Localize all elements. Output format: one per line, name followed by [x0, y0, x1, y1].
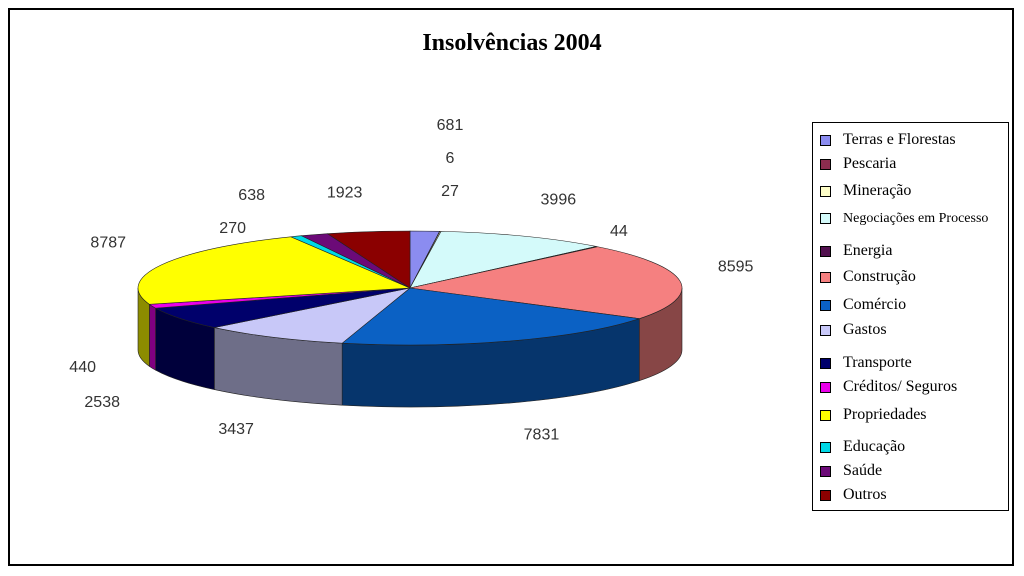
value-label-propriedades: 8787 — [90, 235, 126, 252]
legend-swatch — [820, 158, 831, 170]
legend-label: Construção — [843, 268, 916, 285]
legend-swatch — [820, 357, 831, 369]
pie-slice-propriedades — [137, 236, 411, 305]
legend-item-outros: Outros — [820, 484, 887, 506]
value-label-negocia-es-em-processo: 3996 — [541, 191, 577, 208]
value-label-cr-ditos-seguros: 440 — [69, 359, 96, 376]
value-label-sa-de: 638 — [238, 187, 265, 204]
pie-side-cr-ditos-seguros — [149, 303, 156, 371]
legend-label: Propriedades — [843, 406, 927, 423]
pie-value-labels: 681 6 27 3996 44 8595 7831 3437 2538 440 8787 270 63… — [69, 117, 753, 444]
legend-swatch — [820, 381, 831, 393]
pie-slice-gastos — [214, 287, 411, 344]
legend-label: Pescaria — [843, 155, 897, 172]
legend-item-sa-de: Saúde — [820, 460, 882, 482]
legend-label: Outros — [843, 486, 887, 503]
legend-swatch — [820, 212, 831, 224]
legend-swatch — [820, 299, 831, 311]
legend-swatch — [820, 489, 831, 501]
legend-swatch — [820, 134, 831, 146]
legend-swatch — [820, 324, 831, 336]
legend-label: Saúde — [843, 462, 883, 479]
legend-item-terras-e-florestas: Terras e Florestas — [820, 129, 956, 151]
legend-label: Gastos — [843, 321, 887, 338]
legend-item-transporte: Transporte — [820, 352, 912, 374]
value-label-terras-e-florestas: 681 — [437, 117, 464, 134]
legend-label: Energia — [843, 242, 893, 259]
value-label-constru-o: 8595 — [718, 259, 754, 276]
chart-legend: Terras e Florestas Pescaria Mineração Negoc… — [812, 122, 1009, 511]
legend-item-constru-o: Construção — [820, 266, 916, 288]
legend-label: Terras e Florestas — [843, 131, 956, 148]
legend-label: Créditos/ Seguros — [843, 378, 958, 395]
legend-label: Negociações em Processo — [843, 210, 989, 226]
legend-item-negocia-es-em-processo: Negociações em Processo — [820, 207, 993, 229]
legend-item-energia: Energia — [820, 240, 892, 262]
legend-label: Comércio — [843, 296, 907, 313]
legend-label: Educação — [843, 438, 906, 455]
legend-item-com-rcio: Comércio — [820, 294, 906, 316]
pie-slice-outros — [326, 230, 411, 289]
legend-swatch — [820, 271, 831, 283]
legend-item-gastos: Gastos — [820, 319, 887, 341]
value-label-outros: 1923 — [327, 185, 363, 202]
legend-swatch — [820, 245, 831, 257]
pie-slice-constru-o — [409, 246, 683, 319]
legend-item-educa-o: Educação — [820, 436, 905, 458]
legend-label: Transporte — [843, 354, 912, 371]
legend-swatch — [820, 465, 831, 477]
legend-item-propriedades: Propriedades — [820, 404, 927, 426]
value-label-transporte: 2538 — [84, 394, 120, 411]
value-label-gastos: 3437 — [218, 421, 254, 438]
legend-swatch — [820, 409, 831, 421]
value-label-minera-o: 27 — [441, 183, 459, 200]
value-label-pescaria: 6 — [446, 150, 455, 167]
chart-title: Insolvências 2004 — [422, 30, 602, 56]
value-label-educa-o: 270 — [219, 220, 246, 237]
pie-slice-negocia-es-em-processo — [409, 231, 597, 289]
value-label-energia: 44 — [610, 223, 628, 240]
legend-item-pescaria: Pescaria — [820, 153, 896, 175]
value-label-com-rcio: 7831 — [524, 427, 560, 444]
legend-item-cr-ditos-seguros: Créditos/ Seguros — [820, 376, 957, 398]
pie-slice-com-rcio — [341, 287, 640, 346]
legend-label: Mineração — [843, 182, 912, 199]
pie-tops — [137, 230, 683, 346]
legend-item-minera-o: Mineração — [820, 180, 911, 202]
pie-slice-transporte — [154, 287, 411, 328]
legend-swatch — [820, 441, 831, 453]
legend-swatch — [820, 185, 831, 197]
